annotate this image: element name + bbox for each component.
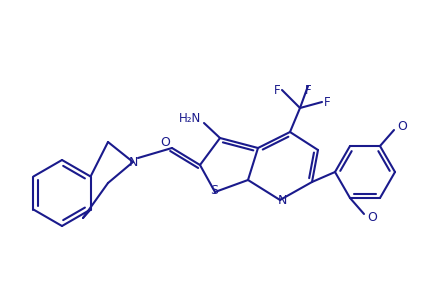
Text: F: F: [305, 84, 311, 97]
Text: F: F: [324, 95, 330, 109]
Text: O: O: [397, 120, 407, 132]
Text: O: O: [367, 212, 377, 224]
Text: O: O: [160, 136, 170, 150]
Text: S: S: [210, 184, 218, 198]
Text: H₂N: H₂N: [179, 111, 201, 125]
Text: N: N: [128, 155, 138, 168]
Text: N: N: [277, 194, 287, 207]
Text: F: F: [274, 84, 280, 97]
